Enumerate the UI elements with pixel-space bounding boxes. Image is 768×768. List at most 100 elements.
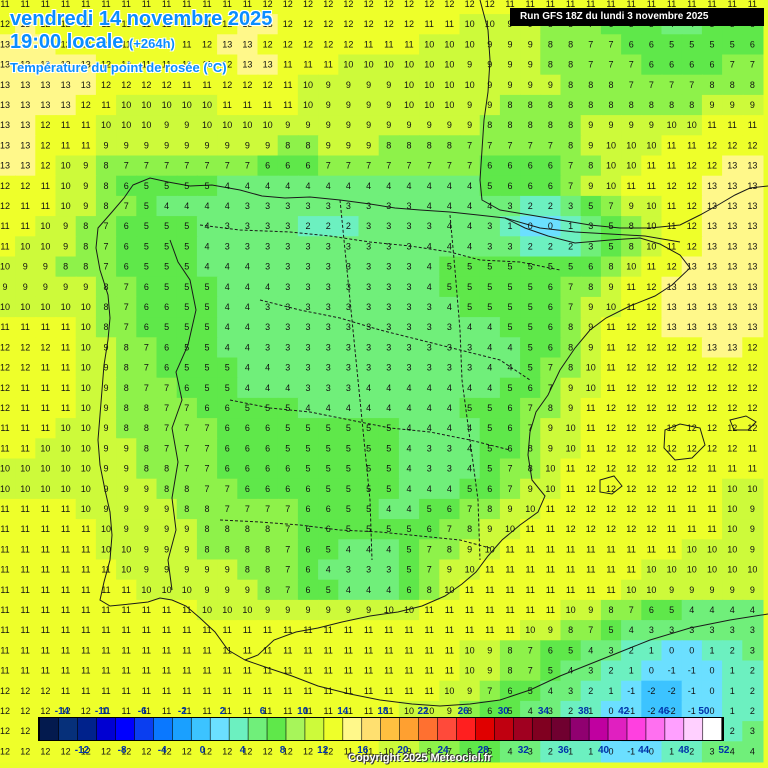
field-cell: [580, 175, 602, 197]
field-cell: [75, 660, 97, 682]
grid-value: 10: [485, 19, 495, 29]
grid-value: 7: [608, 39, 613, 49]
field-cell: [0, 680, 17, 702]
field-cell: [621, 680, 643, 702]
field-cell: [95, 478, 118, 500]
field-cell: [338, 74, 360, 96]
grid-value: 3: [588, 666, 593, 676]
field-cell: [580, 418, 602, 440]
grid-value: 5: [204, 302, 209, 312]
field-cell: [398, 236, 421, 258]
field-cell: [297, 74, 320, 96]
field-cell: [217, 418, 239, 440]
grid-value: 11: [707, 524, 716, 534]
grid-value: 12: [384, 0, 394, 9]
grid-value: 8: [629, 221, 634, 231]
field-cell: [378, 397, 400, 420]
grid-value: 10: [687, 565, 697, 575]
grid-value: 7: [144, 161, 149, 171]
field-cell: [580, 438, 602, 460]
field-cell: [136, 640, 158, 662]
grid-value: 3: [588, 221, 593, 231]
field-cell: [196, 438, 219, 460]
field-cell: [35, 357, 57, 379]
grid-value: 11: [546, 524, 555, 534]
field-cell: [176, 54, 198, 76]
field-cell: [560, 296, 582, 319]
grid-value: 6: [285, 484, 290, 494]
field-cell: [560, 357, 582, 379]
field-cell: [661, 377, 683, 399]
field-cell: [297, 135, 320, 157]
grid-value: 11: [384, 706, 393, 716]
grid-value: 4: [386, 585, 391, 595]
grid-value: 11: [263, 706, 272, 716]
field-cell: [520, 498, 542, 521]
field-cell: [439, 680, 461, 702]
grid-value: 3: [305, 282, 310, 292]
grid-value: 5: [528, 686, 533, 696]
grid-value: 12: [222, 19, 232, 29]
grid-value: 3: [427, 363, 432, 373]
grid-value: 5: [669, 39, 674, 49]
grid-value: 11: [21, 585, 30, 595]
field-cell: [479, 296, 501, 319]
grid-value: 11: [142, 666, 151, 676]
field-cell: [338, 54, 360, 76]
grid-value: 10: [646, 201, 656, 211]
field-cell: [560, 458, 582, 480]
grid-value: 11: [223, 645, 232, 655]
field-cell: [358, 660, 380, 682]
legend-swatch: [381, 718, 400, 740]
grid-value: 5: [184, 221, 189, 231]
field-cell: [580, 216, 602, 238]
grid-value: 11: [364, 39, 373, 49]
field-cell: [742, 559, 764, 581]
grid-value: 10: [444, 39, 454, 49]
grid-value: 3: [225, 221, 230, 231]
field-cell: [237, 397, 259, 420]
field-cell: [621, 377, 643, 399]
field-cell: [621, 559, 643, 581]
grid-value: 5: [467, 282, 472, 292]
grid-value: 7: [528, 423, 533, 433]
grid-value: 11: [364, 666, 373, 676]
legend-swatch: [627, 718, 646, 740]
field-cell: [358, 640, 380, 662]
grid-value: 4: [305, 403, 310, 413]
field-cell: [419, 296, 441, 319]
grid-value: 10: [545, 464, 555, 474]
grid-value: 7: [225, 161, 230, 171]
field-cell: [136, 34, 158, 56]
field-cell: [358, 438, 380, 460]
field-cell: [419, 438, 441, 460]
field-cell: [217, 236, 239, 258]
field-cell: [621, 579, 643, 601]
grid-value: 10: [81, 443, 91, 453]
grid-value: 3: [305, 322, 310, 332]
grid-value: 0: [649, 666, 654, 676]
field-cell: [701, 559, 724, 581]
field-cell: [419, 74, 441, 96]
field-cell: [398, 620, 421, 642]
grid-value: 1: [709, 645, 714, 655]
grid-value: 4: [467, 221, 472, 231]
grid-value: 8: [124, 423, 129, 433]
field-cell: [742, 296, 764, 319]
field-cell: [378, 438, 400, 460]
field-cell: [722, 276, 744, 298]
field-cell: [176, 660, 198, 682]
field-cell: [661, 296, 683, 319]
grid-value: 4: [245, 383, 250, 393]
field-cell: [338, 559, 360, 581]
grid-value: 8: [63, 262, 68, 272]
field-cell: [641, 458, 663, 480]
field-cell: [297, 115, 320, 137]
field-cell: [378, 700, 400, 723]
field-cell: [95, 216, 118, 238]
grid-value: 12: [81, 39, 91, 49]
field-cell: [196, 94, 219, 117]
field-cell: [540, 256, 562, 278]
grid-value: 4: [427, 484, 432, 494]
